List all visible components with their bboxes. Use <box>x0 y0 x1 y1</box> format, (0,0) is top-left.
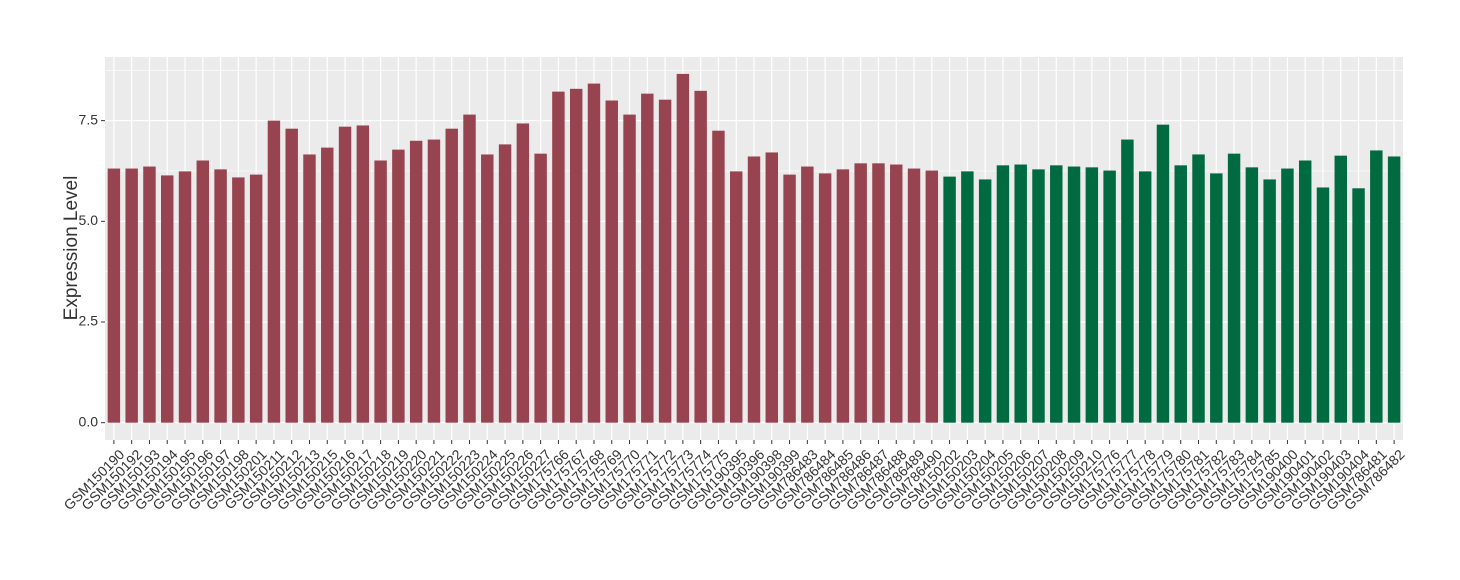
bar <box>729 171 743 423</box>
bar <box>1387 156 1401 423</box>
bar <box>516 123 530 423</box>
bar <box>125 168 138 423</box>
bar <box>1032 169 1045 423</box>
bar <box>1281 168 1294 423</box>
bar <box>232 177 245 423</box>
bar <box>1370 150 1383 423</box>
bar <box>321 147 334 423</box>
bar <box>765 152 779 423</box>
bar <box>196 160 210 423</box>
y-axis-title: Expression Level <box>61 176 82 321</box>
bar <box>534 153 547 423</box>
bar <box>249 174 263 423</box>
bar <box>623 114 636 423</box>
bar <box>463 114 476 423</box>
y-tick-label: 0.0 <box>79 413 99 429</box>
bar <box>303 154 316 423</box>
bar <box>107 168 121 423</box>
bar <box>338 126 352 423</box>
bar <box>694 90 707 423</box>
bar <box>996 165 1010 423</box>
y-tick-label: 2.5 <box>79 313 99 329</box>
bar <box>1085 167 1099 423</box>
bar <box>427 139 441 423</box>
bar <box>374 160 387 423</box>
bar <box>498 144 512 423</box>
bar <box>1014 164 1027 423</box>
bar <box>854 163 867 423</box>
bar <box>747 156 761 423</box>
bar <box>907 168 921 423</box>
bar <box>552 91 565 423</box>
y-tick-label: 7.5 <box>79 111 99 127</box>
bar <box>676 73 690 423</box>
bar <box>1192 154 1205 423</box>
bar <box>978 179 992 423</box>
bar <box>481 154 494 423</box>
y-tick-label: 5.0 <box>79 212 99 228</box>
bar <box>161 175 174 423</box>
bar <box>1210 173 1223 423</box>
bar <box>801 166 814 423</box>
bar <box>1103 170 1116 423</box>
bar <box>285 128 298 423</box>
bar <box>605 100 618 423</box>
bar <box>1174 165 1187 423</box>
bar <box>641 93 654 423</box>
bar <box>1298 160 1312 423</box>
bar <box>1263 179 1276 423</box>
bar <box>783 174 796 423</box>
bar <box>356 125 370 423</box>
bar <box>943 176 956 423</box>
bar <box>1227 153 1241 423</box>
bar <box>1067 166 1081 423</box>
bar <box>1352 188 1365 423</box>
bar <box>267 120 281 423</box>
bar <box>409 140 423 423</box>
bar <box>1316 187 1330 423</box>
bar <box>392 149 405 423</box>
bar <box>658 99 672 423</box>
bar <box>1121 139 1134 423</box>
bar <box>1050 165 1063 423</box>
bar <box>1138 171 1152 423</box>
bar <box>587 83 601 423</box>
bar <box>961 171 974 423</box>
bar <box>1334 155 1347 423</box>
bar <box>890 164 903 423</box>
bar <box>214 169 227 423</box>
bar <box>445 128 458 423</box>
bar <box>143 166 156 423</box>
bar <box>925 170 939 423</box>
bar <box>1245 167 1259 423</box>
bar <box>872 163 885 423</box>
bar <box>1156 124 1170 423</box>
bar <box>569 88 583 423</box>
bar <box>836 169 850 423</box>
bar <box>818 173 832 423</box>
bar <box>712 130 725 423</box>
bar <box>178 171 192 423</box>
